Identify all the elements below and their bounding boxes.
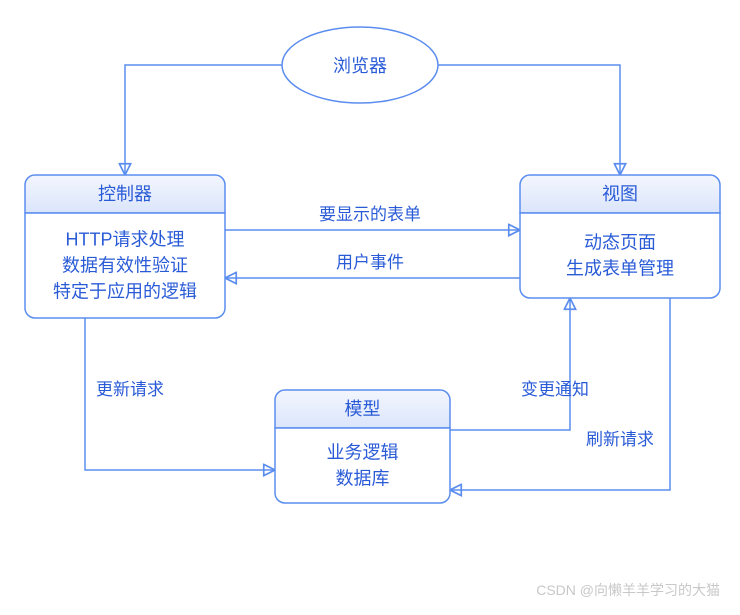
edge-label-view-model-refresh: 刷新请求: [586, 430, 654, 449]
node-model-line-1: 数据库: [336, 469, 390, 489]
node-controller-line-1: 数据有效性验证: [62, 256, 188, 276]
node-view-line-1: 生成表单管理: [566, 259, 674, 279]
node-view-title: 视图: [602, 184, 638, 204]
edge-label-controller-view-form: 要显示的表单: [319, 205, 421, 224]
edge-label-model-view-notify: 变更通知: [521, 380, 589, 399]
node-model: 模型业务逻辑数据库: [275, 390, 450, 503]
node-controller-line-0: HTTP请求处理: [66, 230, 185, 250]
node-view-line-0: 动态页面: [584, 233, 656, 253]
edge-label-view-controller-event: 用户事件: [336, 253, 404, 272]
node-browser-label: 浏览器: [333, 56, 387, 76]
node-view: 视图动态页面生成表单管理: [520, 175, 720, 298]
edge-label-controller-model: 更新请求: [96, 380, 164, 399]
node-model-line-0: 业务逻辑: [327, 443, 399, 463]
edge-browser-controller: [125, 65, 282, 175]
edge-model-view-notify: [450, 298, 570, 430]
node-controller-line-2: 特定于应用的逻辑: [53, 282, 197, 302]
edge-browser-view: [438, 65, 620, 175]
node-browser: 浏览器: [282, 27, 438, 103]
watermark: CSDN @向懒羊羊学习的大猫: [536, 582, 720, 598]
node-controller-title: 控制器: [98, 184, 152, 204]
node-model-title: 模型: [345, 399, 381, 419]
node-controller: 控制器 HTTP请求处理数据有效性验证特定于应用的逻辑: [25, 175, 225, 318]
